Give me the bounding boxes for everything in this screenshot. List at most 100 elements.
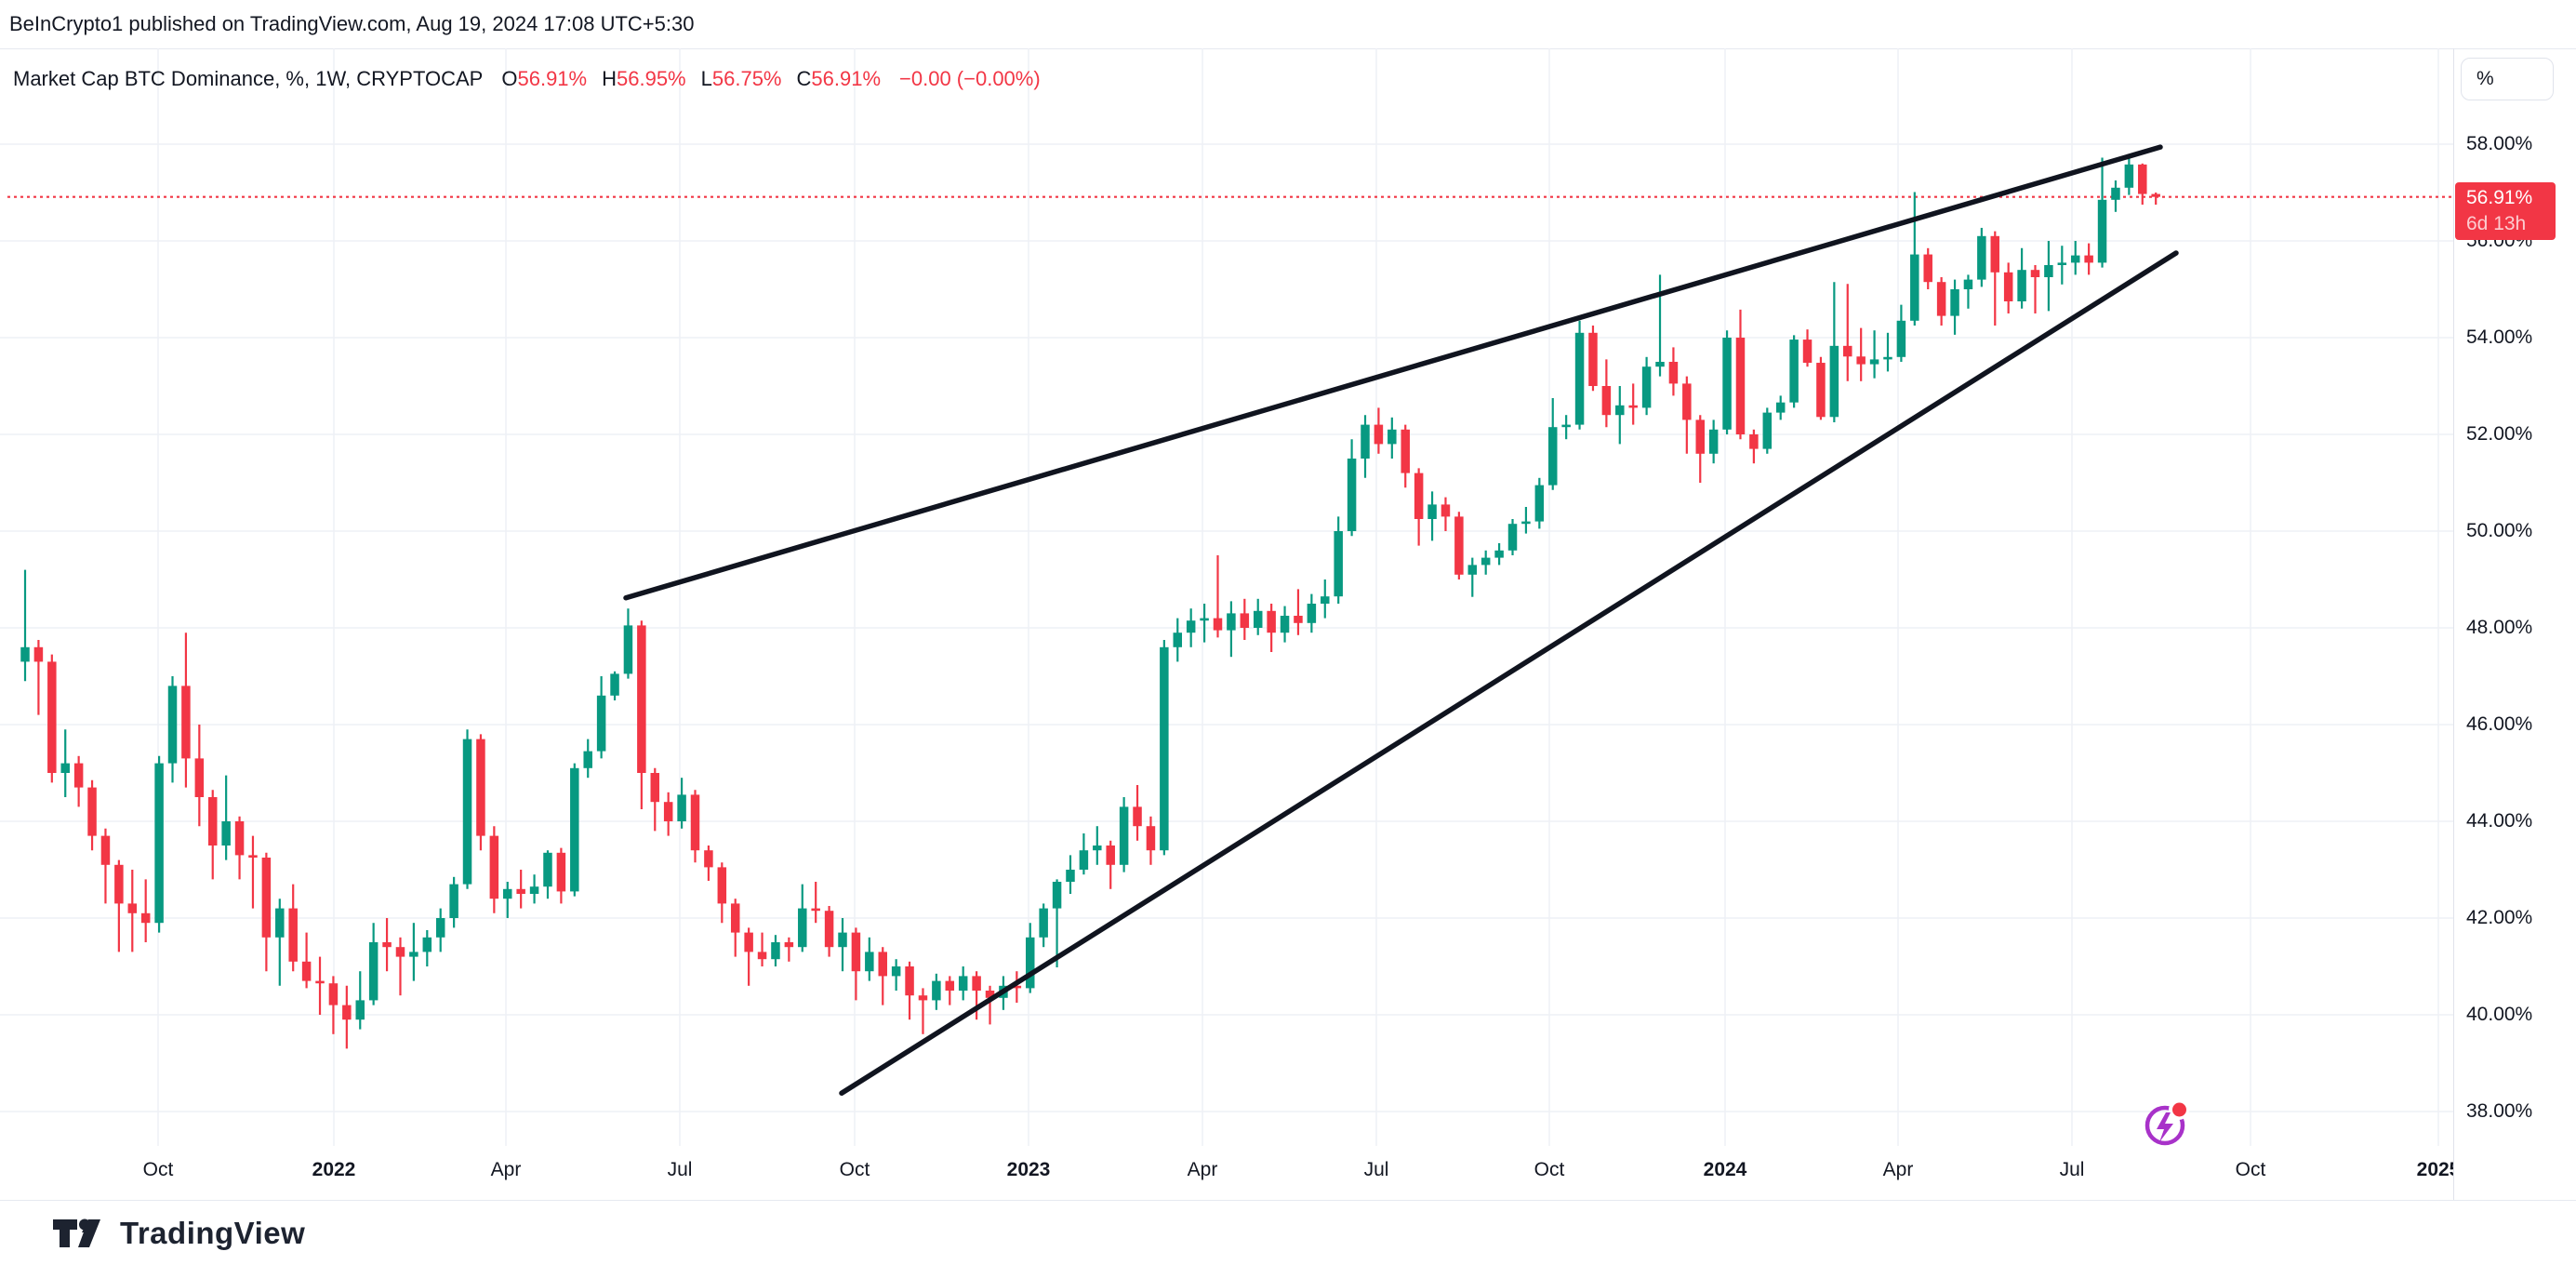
candle-body <box>1026 937 1035 989</box>
candle-body <box>100 835 111 865</box>
candle-body <box>1561 424 1571 428</box>
candle-body <box>516 888 525 894</box>
candle-body <box>127 903 138 913</box>
candle-body <box>1547 427 1558 486</box>
candle-body <box>717 867 727 904</box>
candle-body <box>596 695 606 752</box>
candle-body <box>1910 254 1919 321</box>
candle-body <box>1454 516 1464 575</box>
candle-body <box>395 947 405 957</box>
candle-body <box>1843 345 1852 357</box>
candle-body <box>1588 332 1598 386</box>
candle-body <box>865 952 874 972</box>
candle-body <box>1388 429 1397 445</box>
candle-body <box>2084 255 2093 263</box>
tradingview-mark-icon <box>53 1218 100 1247</box>
candle-body <box>154 763 164 924</box>
candle-body <box>1253 610 1263 628</box>
price-axis-label: 58.00% <box>2466 133 2533 154</box>
price-axis-label: 38.00% <box>2466 1100 2533 1122</box>
ohlc-item: O56.91% <box>501 67 588 90</box>
candle-body <box>2003 272 2013 301</box>
candle-body <box>570 767 579 892</box>
candle-body <box>543 852 552 887</box>
candle-body <box>1775 402 1786 413</box>
candle-body <box>932 980 941 1001</box>
candle-body <box>2124 164 2134 188</box>
candle-body <box>1708 429 1719 454</box>
candle-body <box>47 661 57 773</box>
candle-body <box>2044 265 2053 277</box>
candle-body <box>2111 187 2120 200</box>
candle-body <box>315 980 325 984</box>
last-price-badge: 56.91% 6d 13h <box>2455 181 2556 240</box>
candle-body <box>1039 908 1048 938</box>
candle-body <box>757 952 767 960</box>
price-axis-label: 50.00% <box>2466 520 2533 541</box>
candle-body <box>1334 531 1343 597</box>
time-axis-label: 2025 <box>2416 1159 2453 1180</box>
candle-body <box>1401 429 1410 473</box>
candle-body <box>1615 405 1625 416</box>
candle-body <box>114 864 124 904</box>
candle-body <box>918 995 928 1001</box>
tradingview-wordmark: TradingView <box>120 1216 306 1250</box>
candle-body <box>503 888 512 899</box>
load-realtime-lightning-icon[interactable] <box>2135 1098 2195 1153</box>
candle-body <box>328 983 339 1005</box>
candle-body <box>1361 424 1370 459</box>
candle-body <box>1427 504 1437 519</box>
candle-body <box>1977 235 1986 280</box>
candle-body <box>1481 557 1491 566</box>
candle-body <box>529 886 539 894</box>
price-axis-label: 40.00% <box>2466 1004 2533 1025</box>
candle-body <box>1762 412 1773 449</box>
last-price-value: 56.91% <box>2466 186 2533 208</box>
candle-body <box>1749 434 1759 449</box>
candle-body <box>1307 604 1317 623</box>
candle-body <box>972 976 981 991</box>
candle-body <box>1280 616 1290 633</box>
ohlc-item: H56.95% <box>602 67 686 90</box>
candle-body <box>1521 521 1531 525</box>
candle-body <box>1816 363 1826 418</box>
candle-body <box>704 850 713 868</box>
candle-body <box>288 908 298 962</box>
candle-body <box>1682 383 1692 420</box>
time-axis-label: Oct <box>142 1159 174 1180</box>
candle-body <box>1052 882 1062 909</box>
candle-body <box>1695 419 1705 454</box>
candle-body <box>462 739 472 885</box>
candle-body <box>1119 806 1129 865</box>
candle-body <box>1950 289 1959 316</box>
candle-body <box>1294 616 1303 623</box>
time-axis-border <box>0 1200 2576 1201</box>
candle-body <box>1574 332 1585 425</box>
candle-body <box>489 835 499 899</box>
candle-body <box>610 673 619 696</box>
time-axis-label: Oct <box>1534 1159 1565 1180</box>
candle-body <box>650 773 660 803</box>
ohlc-item: L56.75% <box>700 67 782 90</box>
unit-percent-button[interactable]: % <box>2461 58 2554 100</box>
candle-body <box>449 884 458 918</box>
time-axis[interactable]: Oct 2022 Apr Jul Oct 2023 Apr Jul Oct 2024 Apr Jul O… <box>0 1146 2453 1200</box>
candle-body <box>2138 164 2147 194</box>
candle-body <box>556 852 566 892</box>
candle-body <box>140 912 151 924</box>
time-axis-label: Apr <box>490 1159 522 1180</box>
price-axis-label: 42.00% <box>2466 907 2533 928</box>
candle-body <box>798 908 807 948</box>
published-header: BeInCrypto1 published on TradingView.com… <box>9 12 695 35</box>
candle-body <box>1093 846 1102 851</box>
candle-body <box>1963 279 1973 289</box>
candle-body <box>87 787 97 836</box>
candle-body <box>1213 618 1223 631</box>
time-axis-label: Jul <box>1363 1159 1389 1180</box>
lightning-bolt-icon <box>2157 1112 2173 1142</box>
ohlc-values: O56.91% H56.95% L56.75% C56.91% <box>501 67 881 91</box>
tradingview-logo[interactable]: TradingView <box>51 1212 305 1255</box>
candle-body <box>1990 235 2000 273</box>
candle-body <box>20 646 30 662</box>
